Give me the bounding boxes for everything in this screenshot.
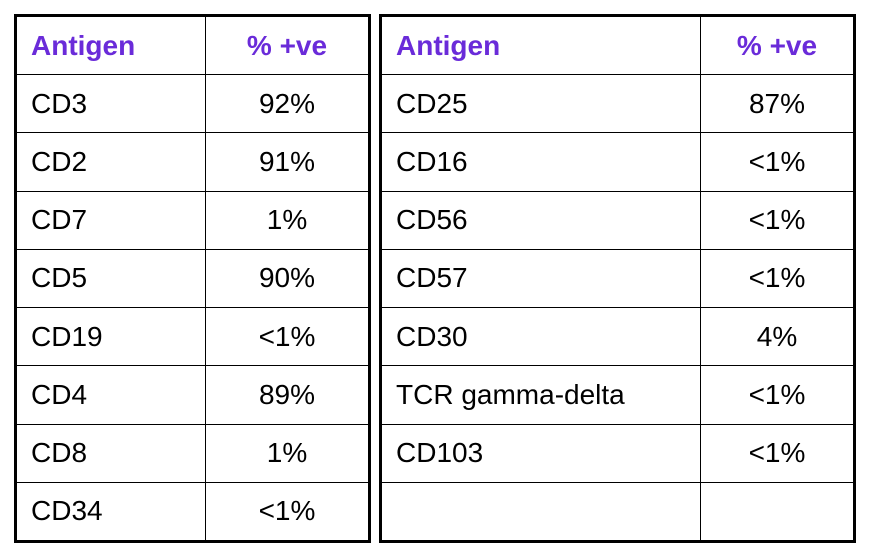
antigen-cell: CD30: [380, 307, 701, 367]
antigen-cell: CD7: [15, 190, 206, 250]
antigen-cell: Antigen: [15, 14, 206, 76]
antigen-cell: CD57: [380, 248, 701, 309]
percent-cell: <1%: [700, 132, 855, 192]
data-row: CD25 87%: [380, 74, 855, 134]
percent-cell: 92%: [205, 74, 370, 134]
data-row: CD30 4%: [380, 307, 855, 367]
antigen-cell: CD4: [15, 365, 206, 425]
data-row: CD7 1%: [15, 190, 370, 250]
percent-cell: 89%: [205, 365, 370, 425]
data-row: CD3 92%: [15, 74, 370, 134]
data-row: CD56 <1%: [380, 190, 855, 250]
antigen-cell: CD19: [15, 307, 206, 367]
percent-cell: <1%: [700, 248, 855, 309]
percent-cell: <1%: [700, 423, 855, 483]
percent-cell: % +ve: [700, 14, 855, 76]
percent-cell: % +ve: [205, 14, 370, 76]
antigen-cell: [380, 481, 701, 543]
percent-cell: <1%: [700, 365, 855, 425]
antigen-cell: Antigen: [380, 14, 701, 76]
antigen-cell: TCR gamma-delta: [380, 365, 701, 425]
percent-cell: <1%: [205, 307, 370, 367]
percent-cell: [700, 481, 855, 543]
antigen-cell: CD5: [15, 248, 206, 309]
data-row: CD34 <1%: [15, 481, 370, 543]
antigen-cell: CD3: [15, 74, 206, 134]
percent-cell: 4%: [700, 307, 855, 367]
data-row: CD16 <1%: [380, 132, 855, 192]
data-row: CD8 1%: [15, 423, 370, 483]
percent-cell: 91%: [205, 132, 370, 192]
antigen-cell: CD56: [380, 190, 701, 250]
percent-cell: 90%: [205, 248, 370, 309]
antigen-cell: CD25: [380, 74, 701, 134]
percent-cell: 87%: [700, 74, 855, 134]
antigen-table: Antigen% +ve CD3 92% CD2 91% CD7 1% CD5 90% CD19 <…: [14, 14, 371, 543]
data-row: CD2 91%: [15, 132, 370, 192]
antigen-cell: CD103: [380, 423, 701, 483]
antigen-cell: CD2: [15, 132, 206, 192]
percent-cell: 1%: [205, 423, 370, 483]
percent-cell: <1%: [205, 481, 370, 543]
header-row: Antigen% +ve: [15, 14, 370, 76]
data-row: CD5 90%: [15, 248, 370, 309]
data-row: [380, 481, 855, 543]
header-row: Antigen% +ve: [380, 14, 855, 76]
data-row: CD57 <1%: [380, 248, 855, 309]
data-row: CD103 <1%: [380, 423, 855, 483]
antigen-table: Antigen% +ve CD25 87% CD16 <1% CD56 <1% CD57 <1%…: [379, 14, 856, 543]
data-row: CD19 <1%: [15, 307, 370, 367]
data-row: CD4 89%: [15, 365, 370, 425]
percent-cell: <1%: [700, 190, 855, 250]
percent-cell: 1%: [205, 190, 370, 250]
antigen-cell: CD34: [15, 481, 206, 543]
antigen-cell: CD16: [380, 132, 701, 192]
data-row: TCR gamma-delta <1%: [380, 365, 855, 425]
antigen-cell: CD8: [15, 423, 206, 483]
